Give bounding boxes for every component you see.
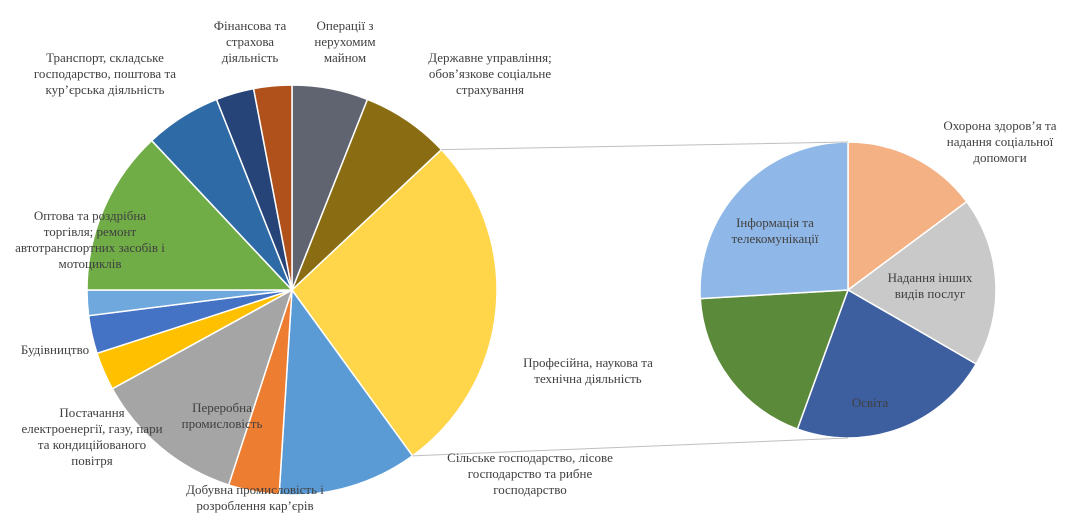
slice-label: Переробна промисловість (181, 400, 263, 431)
connector-line (412, 437, 849, 457)
slice-label: Охорона здоров’я та надання соціальної д… (943, 118, 1057, 165)
slice-label: Операції з нерухомим майном (314, 18, 376, 65)
slice-label: Транспорт, складське господарство, пошто… (33, 50, 177, 97)
pie-slice (846, 200, 997, 366)
slice-label: Державне управління; обов’язкове соціаль… (428, 50, 552, 97)
pie-slice (86, 139, 294, 291)
pie-slice (111, 288, 294, 486)
slice-label: Оптова та роздрібна торгівля; ремонт авт… (15, 208, 165, 271)
slice-label: Надання інших видів послуг (887, 270, 973, 301)
pie-slice (699, 141, 849, 300)
connector-line (441, 141, 849, 151)
slice-label: Інформація та телекомунікації (731, 215, 819, 246)
slice-label: Освіта (851, 395, 889, 410)
slice-label: Фінансова та страхова діяльність (213, 18, 287, 65)
pie-slice (291, 148, 498, 457)
slice-label: Постачання електроенергії, газу, пари та… (21, 405, 163, 468)
slice-label: Будівництво (20, 342, 90, 357)
pie-slice (699, 289, 850, 431)
slice-label: Професійна, наукова та технічна діяльніс… (523, 355, 653, 386)
pie-slice (847, 141, 968, 292)
slice-label: Добувна промисловість і розроблення кар’… (186, 482, 324, 513)
pie-slice (796, 288, 978, 439)
pie-slice (278, 287, 414, 496)
pie-slice (252, 84, 293, 291)
slice-label: Сільське господарство, лісове господарст… (447, 450, 613, 497)
